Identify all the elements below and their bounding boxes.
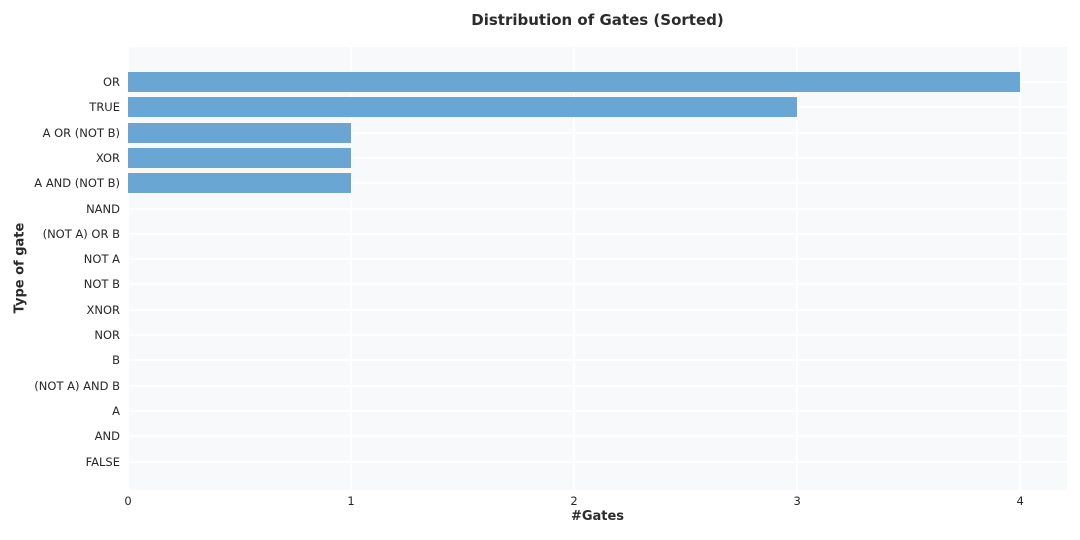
y-tick-label: B [112, 353, 120, 368]
y-tick-label: NOR [94, 328, 120, 342]
gridline-h [128, 182, 1067, 185]
plot-area [127, 47, 1067, 490]
x-tick-label: 4 [1016, 494, 1024, 508]
y-tick-label: TRUE [89, 100, 120, 115]
gridline-h [128, 283, 1067, 286]
y-tick-label: NOT B [83, 277, 120, 292]
y-tick-label: A [112, 403, 120, 418]
bar [128, 122, 352, 143]
y-tick-label: NAND [86, 201, 120, 216]
gridline-v [573, 47, 576, 490]
gridline-h [128, 232, 1067, 235]
y-tick-label: FALSE [85, 454, 120, 469]
chart-title: Distribution of Gates (Sorted) [471, 11, 724, 29]
x-tick-labels: 0 1 2 3 4 [124, 494, 1067, 510]
gridline-h [128, 156, 1067, 159]
gridline-h [128, 131, 1067, 134]
x-axis-label: #Gates [570, 509, 625, 524]
gridline-h [128, 334, 1067, 336]
y-tick-label: AND [94, 429, 120, 444]
bar [128, 173, 352, 194]
bar [128, 147, 352, 168]
gridline-h [128, 435, 1067, 438]
gridline-h [128, 460, 1067, 463]
gridline-h [128, 207, 1067, 210]
gridline-h [128, 359, 1067, 362]
y-tick-label: A OR (NOT B) [42, 125, 120, 140]
gridline-h [128, 308, 1067, 311]
gridline-v [1019, 47, 1022, 490]
y-tick-label: (NOT A) OR B [42, 226, 120, 241]
x-tick-label: 3 [793, 494, 801, 508]
y-tick-label: OR [102, 75, 120, 89]
bar [128, 72, 1021, 92]
gridline-v [796, 47, 799, 490]
x-tick-label: 1 [347, 494, 355, 508]
bar [128, 97, 798, 118]
y-tick-labels: OR TRUE A OR (NOT B) XOR A AND (NOT B) NAND (N… [0, 47, 120, 490]
y-tick-label: (NOT A) AND B [34, 378, 120, 393]
gridline-h [128, 258, 1067, 261]
y-tick-label: NOT A [83, 252, 120, 267]
gridline-h [128, 409, 1067, 412]
y-tick-label: A AND (NOT B) [34, 176, 120, 191]
gridline-h [128, 384, 1067, 387]
gridline-v [350, 47, 353, 490]
y-tick-label: XOR [95, 150, 120, 165]
y-tick-label: XNOR [86, 302, 120, 317]
gridline-v [127, 47, 129, 490]
x-tick-label: 0 [124, 494, 132, 508]
x-tick-label: 2 [570, 494, 578, 508]
